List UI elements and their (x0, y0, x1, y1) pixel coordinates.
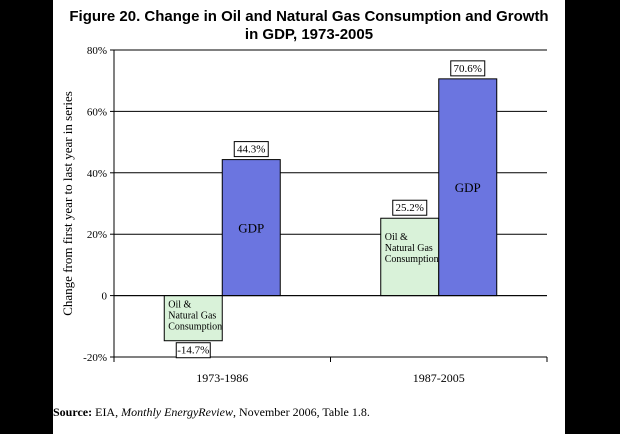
data-label-box (450, 60, 486, 77)
bar-gdp (438, 78, 498, 297)
source-text-after: , November 2006, Table 1.8. (232, 405, 370, 419)
data-label-box (175, 342, 211, 359)
y-tick-label: 20% (87, 229, 107, 241)
y-tick-label: 0 (102, 291, 108, 303)
bar-chart: -20% 0 20% 40% 60% 80% Change from first year … (60, 45, 548, 385)
y-tick-label: -20% (83, 352, 107, 364)
source-text-before: EIA, (95, 405, 122, 419)
series-label-oil-gas: Oil & (385, 232, 408, 243)
data-label: 25.2% (396, 202, 424, 214)
y-tick-label: 40% (87, 168, 107, 180)
data-label: 70.6% (454, 63, 482, 75)
series-label-oil-gas: Natural Gas (168, 311, 216, 322)
chart-title-line-1: Figure 20. Change in Oil and Natural Gas… (69, 8, 549, 25)
series-label-gdp: GDP (455, 180, 481, 195)
series-label-oil-gas: Natural Gas (385, 243, 433, 254)
series-label-oil-gas: Consumption (385, 254, 439, 265)
figure-page: Figure 20. Change in Oil and Natural Gas… (53, 0, 565, 434)
source-publication: Monthly EnergyReview (121, 405, 233, 419)
y-tick-label: 80% (87, 45, 107, 57)
data-label-box (392, 199, 428, 216)
data-label: -14.7% (177, 345, 209, 357)
chart-title: Figure 20. Change in Oil and Natural Gas… (53, 8, 565, 44)
x-category-label: 1987-2005 (413, 371, 465, 385)
source-note: Source: EIA, Monthly EnergyReview, Novem… (53, 405, 370, 420)
series-label-oil-gas: Consumption (168, 322, 222, 333)
bar-oil-gas (163, 295, 223, 342)
source-label: Source: (53, 405, 93, 419)
chart-title-line-2: in GDP, 1973-2005 (244, 26, 374, 43)
data-label-box (233, 141, 269, 158)
x-category-label: 1973-1986 (196, 371, 248, 385)
y-tick-label: 60% (87, 106, 107, 118)
bar-oil-gas (380, 217, 440, 297)
bar-gdp (221, 159, 281, 297)
series-label-oil-gas: Oil & (168, 300, 191, 311)
data-label: 44.3% (237, 144, 265, 156)
y-axis-label: Change from first year to last year in s… (60, 91, 75, 316)
series-label-gdp: GDP (238, 221, 264, 236)
